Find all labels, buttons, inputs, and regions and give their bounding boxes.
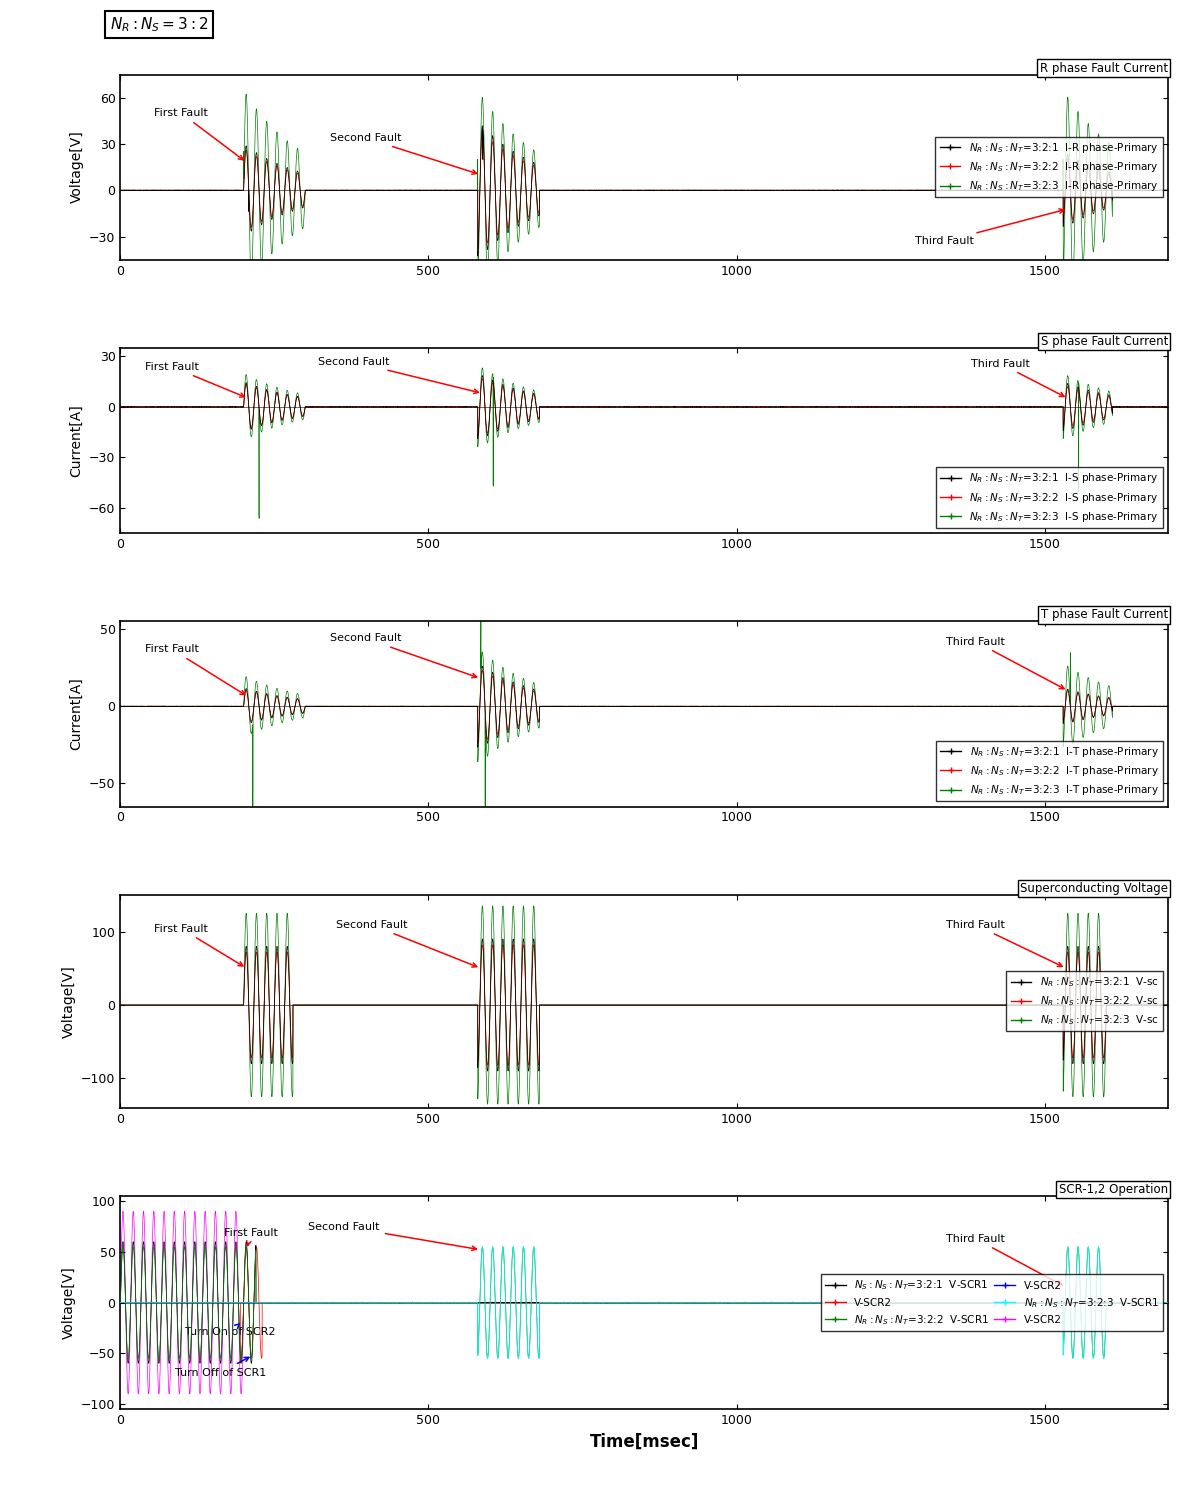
- Text: Superconducting Voltage: Superconducting Voltage: [1020, 881, 1168, 895]
- Text: First Fault: First Fault: [144, 644, 244, 695]
- Legend: $N_R:N_S:N_T$=3:2:1  I-S phase-Primary, $N_R:N_S:N_T$=3:2:2  I-S phase-Primary, : $N_R:N_S:N_T$=3:2:1 I-S phase-Primary, $…: [936, 467, 1163, 528]
- Y-axis label: Voltage[V]: Voltage[V]: [61, 1266, 76, 1339]
- X-axis label: Time[msec]: Time[msec]: [590, 1433, 698, 1451]
- Text: First Fault: First Fault: [154, 923, 243, 966]
- Text: $N_R:N_S=3:2$: $N_R:N_S=3:2$: [110, 15, 208, 34]
- Text: S phase Fault Current: S phase Fault Current: [1040, 335, 1168, 347]
- Y-axis label: Voltage[V]: Voltage[V]: [61, 965, 76, 1038]
- Legend: $N_R:N_S:N_T$=3:2:1  I-R phase-Primary, $N_R:N_S:N_T$=3:2:2  I-R phase-Primary, : $N_R:N_S:N_T$=3:2:1 I-R phase-Primary, $…: [936, 137, 1163, 197]
- Y-axis label: Voltage[V]: Voltage[V]: [70, 131, 83, 203]
- Text: Second Fault: Second Fault: [308, 1221, 477, 1251]
- Text: First Fault: First Fault: [154, 109, 243, 160]
- Text: Turn Off of SCR1: Turn Off of SCR1: [175, 1357, 266, 1378]
- Legend: $N_R:N_S:N_T$=3:2:1  I-T phase-Primary, $N_R:N_S:N_T$=3:2:2  I-T phase-Primary, : $N_R:N_S:N_T$=3:2:1 I-T phase-Primary, $…: [937, 741, 1163, 801]
- Text: Third Fault: Third Fault: [970, 358, 1064, 397]
- Legend: $N_R:N_S:N_T$=3:2:1  V-sc, $N_R:N_S:N_T$=3:2:2  V-sc, $N_R:N_S:N_T$=3:2:3  V-sc: $N_R:N_S:N_T$=3:2:1 V-sc, $N_R:N_S:N_T$=…: [1007, 971, 1163, 1032]
- Text: Second Fault: Second Fault: [330, 133, 477, 174]
- Text: Third Fault: Third Fault: [946, 637, 1064, 689]
- Text: SCR-1,2 Operation: SCR-1,2 Operation: [1058, 1182, 1168, 1196]
- Y-axis label: Current[A]: Current[A]: [70, 677, 83, 750]
- Text: Second Fault: Second Fault: [336, 920, 477, 968]
- Legend: $N_S:N_S:N_T$=3:2:1  V-SCR1, V-SCR2, $N_R:N_S:N_T$=3:2:2  V-SCR1, V-SCR2, $N_R:N: $N_S:N_S:N_T$=3:2:1 V-SCR1, V-SCR2, $N_R…: [821, 1275, 1163, 1331]
- Text: Turn On of SCR2: Turn On of SCR2: [185, 1324, 276, 1337]
- Text: Third Fault: Third Fault: [946, 920, 1062, 966]
- Text: Second Fault: Second Fault: [318, 356, 478, 394]
- Text: Third Fault: Third Fault: [946, 1233, 1062, 1285]
- Text: T phase Fault Current: T phase Fault Current: [1040, 608, 1168, 622]
- Text: First Fault: First Fault: [144, 362, 244, 397]
- Y-axis label: Current[A]: Current[A]: [70, 404, 83, 477]
- Text: First Fault: First Fault: [224, 1227, 278, 1245]
- Text: Second Fault: Second Fault: [330, 634, 477, 678]
- Text: R phase Fault Current: R phase Fault Current: [1040, 61, 1168, 75]
- Text: Third Fault: Third Fault: [915, 209, 1063, 246]
